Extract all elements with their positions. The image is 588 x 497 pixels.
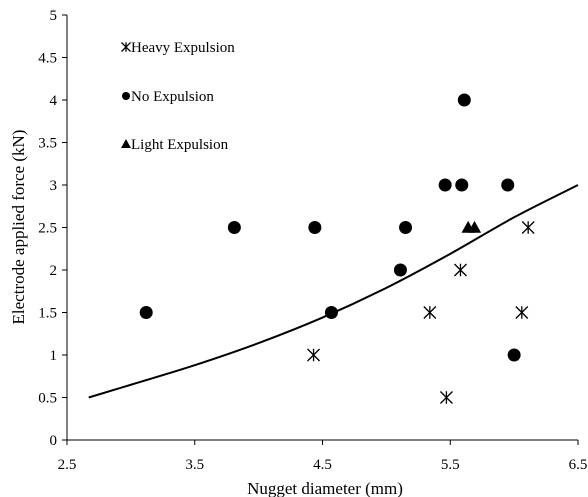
boundary-curve-line <box>88 184 579 399</box>
circle-marker <box>455 178 469 192</box>
circle-marker <box>122 92 130 100</box>
x-axis-title: Nugget diameter (mm) <box>247 479 403 497</box>
no-expulsion-point <box>455 178 469 192</box>
no-expulsion-point <box>227 221 241 234</box>
y-tick-label: 2 <box>50 263 58 279</box>
y-tick-label: 0.5 <box>38 391 57 407</box>
y-tick-label: 2.5 <box>38 221 57 237</box>
x-tick-label: 3.5 <box>185 457 204 473</box>
no-expulsion-point <box>457 93 471 107</box>
circle-marker <box>227 221 241 234</box>
circle-marker <box>501 178 515 192</box>
legend-marker-heavy-expulsion <box>121 42 131 52</box>
circle-marker <box>324 306 338 319</box>
legend-item-no-expulsion: No Expulsion <box>122 89 214 105</box>
triangle-marker <box>467 220 482 233</box>
legend-item-light-expulsion: Light Expulsion <box>121 137 229 153</box>
no-expulsion-point <box>308 221 322 234</box>
triangle-marker <box>121 139 131 148</box>
tick-marks <box>62 14 579 445</box>
y-tick-label: 0 <box>50 433 58 449</box>
x-tick-label: 5.5 <box>441 457 460 473</box>
circle-marker <box>139 306 153 319</box>
axes <box>66 15 578 441</box>
y-tick-label: 4.5 <box>38 51 57 67</box>
light-expulsion-point <box>467 220 482 233</box>
x-tick-label: 2.5 <box>58 457 77 473</box>
legend-label-light-expulsion: Light Expulsion <box>131 137 229 153</box>
heavy-expulsion-point <box>307 348 321 362</box>
circle-marker <box>308 221 322 234</box>
legend-label-no-expulsion: No Expulsion <box>131 89 214 105</box>
x-tick-label: 4.5 <box>313 457 332 473</box>
legend-label-heavy-expulsion: Heavy Expulsion <box>131 40 235 56</box>
heavy-expulsion-point <box>439 391 453 404</box>
y-tick-label: 1 <box>50 348 58 364</box>
y-tick-label: 1.5 <box>38 306 57 322</box>
heavy-expulsion-point <box>423 306 437 319</box>
y-tick-label: 5 <box>50 8 58 24</box>
data-points <box>139 93 535 404</box>
no-expulsion-point <box>507 348 521 362</box>
no-expulsion-point <box>438 178 452 192</box>
circle-marker <box>399 221 413 234</box>
circle-marker <box>457 93 471 107</box>
legend-marker-light-expulsion <box>121 139 131 148</box>
x-tick-label: 6.5 <box>569 457 588 473</box>
y-axis-title: Electrode applied force (kN) <box>9 130 28 325</box>
y-tick-label: 4 <box>50 93 58 109</box>
circle-marker <box>438 178 452 192</box>
no-expulsion-point <box>399 221 413 234</box>
no-expulsion-point <box>393 263 407 277</box>
no-expulsion-point <box>139 306 153 319</box>
legend-item-heavy-expulsion: Heavy Expulsion <box>121 40 235 56</box>
no-expulsion-point <box>324 306 338 319</box>
circle-marker <box>507 348 521 362</box>
circle-marker <box>393 263 407 277</box>
y-tick-label: 3 <box>50 178 58 194</box>
heavy-expulsion-point <box>515 306 529 319</box>
no-expulsion-point <box>501 178 515 192</box>
tick-labels: 2.5 3.5 4.5 5.5 6.5 0 0.5 1 1.5 2 2.5 3 3.5 4 4.5 5 <box>38 8 587 473</box>
heavy-expulsion-point <box>454 263 467 277</box>
y-tick-label: 3.5 <box>38 136 57 152</box>
legend: Heavy Expulsion No Expulsion Light Expulsi… <box>121 40 235 153</box>
legend-marker-no-expulsion <box>122 92 130 100</box>
boundary-curve <box>88 184 579 399</box>
heavy-expulsion-point <box>521 221 535 234</box>
